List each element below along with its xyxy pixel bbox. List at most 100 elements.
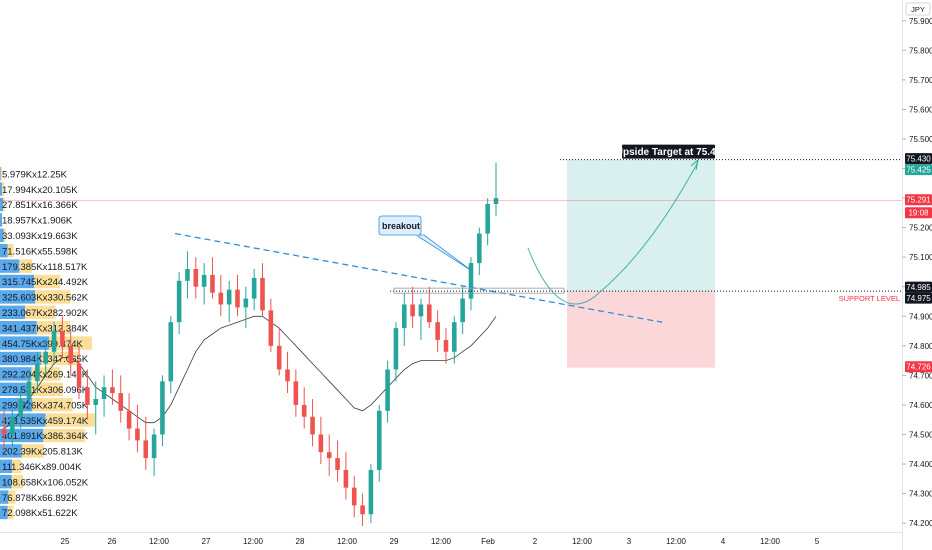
- candle-body-up: [226, 289, 232, 305]
- time-tick-label: 12:00: [337, 537, 358, 546]
- candle-body-down: [210, 274, 215, 293]
- volume-profile-sell-bar: [45, 413, 95, 427]
- currency-text: JPY: [911, 5, 925, 14]
- price-tick-label: 75.200: [909, 224, 932, 233]
- candle-body-up: [160, 381, 165, 435]
- price-tick-label: 74.400: [909, 460, 932, 469]
- candle-body-down: [76, 363, 82, 388]
- candle-body-down: [193, 269, 199, 287]
- candle-body-up: [401, 304, 407, 329]
- candle-body-down: [310, 416, 315, 435]
- price-tag: [905, 281, 932, 293]
- volume-profile-sell-bar: [25, 305, 56, 319]
- countdown-tag: [905, 207, 932, 219]
- upside-target-box: [622, 144, 715, 159]
- volume-profile-label: 108.658Kx106.052K: [2, 477, 89, 488]
- candle-body-down: [260, 277, 265, 311]
- time-tick-label: 5: [815, 537, 820, 546]
- volume-profile-sell-bar: [19, 259, 33, 273]
- volume-profile-sell-bar: [35, 290, 71, 304]
- price-tick-label: 75.900: [909, 17, 932, 26]
- projected-path-curve: [527, 161, 699, 305]
- volume-profile-label: 278.531Kx306.096K: [2, 385, 89, 396]
- volume-profile-buy-bar: [0, 367, 32, 381]
- candle-body-down: [1, 428, 7, 435]
- candle-body-up: [43, 351, 48, 364]
- volume-profile-buy-bar: [0, 321, 37, 335]
- candle-body-up: [35, 363, 40, 382]
- volume-profile-buy-bar: [0, 213, 3, 227]
- volume-profile-label: 76.878Kx66.892K: [2, 493, 78, 504]
- time-tick-label: 3: [627, 537, 632, 546]
- candle-body-up: [101, 387, 107, 400]
- volume-profile-buy-bar: [0, 490, 9, 504]
- volume-profile-buy-bar: [0, 274, 34, 289]
- volume-profile-sell-bar: [0, 167, 2, 181]
- support-band: [393, 287, 565, 294]
- candle-body-up: [26, 381, 32, 400]
- candle-body-up: [18, 399, 23, 417]
- price-tag-label: 74.985: [906, 283, 931, 292]
- time-tick-label: 26: [108, 537, 117, 546]
- volume-profile-buy-bar: [0, 382, 30, 396]
- time-tick-label: 12:00: [666, 537, 687, 546]
- candle-body-up: [468, 263, 474, 299]
- price-tag: [905, 361, 932, 373]
- time-tick-label: 29: [390, 537, 399, 546]
- candle-body-down: [218, 292, 224, 305]
- candle-body-down: [443, 339, 449, 352]
- candle-body-down: [343, 469, 349, 488]
- time-tick-label: 4: [721, 537, 726, 546]
- candle-body-down: [318, 434, 324, 453]
- candle-body-down: [360, 505, 365, 515]
- volume-profile-buy-bar: [0, 182, 2, 196]
- volume-profile-sell-bar: [1, 182, 5, 196]
- volume-profile-label: 5.979Kx12.25K: [2, 169, 68, 180]
- moving-average-path: [3, 315, 497, 429]
- volume-profile-buy-bar: [0, 197, 3, 212]
- volume-profile-sell-bar: [7, 244, 14, 258]
- price-tag-label: 75.430: [906, 155, 931, 164]
- candle-body-up: [176, 280, 182, 323]
- projected-path-arrowhead: [690, 158, 699, 171]
- volume-profile-buy-bar: [0, 475, 12, 489]
- candle-body-down: [143, 440, 149, 459]
- volume-profile-buy-bar: [0, 290, 36, 304]
- candlesticks: [1, 162, 499, 527]
- price-tick-label: 74.500: [909, 430, 932, 439]
- volume-profile-buy-bar: [0, 459, 12, 473]
- candle-body-down: [85, 387, 90, 405]
- candle-body-down: [301, 404, 307, 417]
- price-axis[interactable]: 74.200 74.300 74.400 74.500 74.600 74.700 74.8…: [902, 17, 932, 528]
- volume-profile-sell-bar: [2, 197, 5, 212]
- candle-body-up: [477, 233, 482, 264]
- candle-body-down: [126, 410, 132, 429]
- position-zones: [567, 159, 715, 368]
- price-tag-label: 75.425: [906, 166, 931, 175]
- volume-profile-buy-bar: [0, 228, 4, 242]
- time-tick-label: 25: [61, 537, 70, 546]
- price-tick-label: 74.700: [909, 371, 932, 380]
- volume-profile-sell-bar: [8, 490, 16, 504]
- price-tick-label: 74.200: [909, 519, 932, 528]
- time-tick-label: 12:00: [431, 537, 452, 546]
- time-axis[interactable]: 25 26 12:00 27 12:00 28 12:00 29 12:00 Feb 2 12:00 3…: [61, 537, 820, 546]
- volume-profile-buy-bar: [0, 259, 20, 273]
- time-tick-label: 27: [202, 537, 211, 546]
- candle-body-down: [268, 310, 274, 346]
- volume-profile-buy-bar: [0, 398, 33, 412]
- moving-average-line: [3, 315, 497, 429]
- price-tick-label: 75.100: [909, 253, 932, 262]
- volume-profile-label: 111.346Kx89.004K: [2, 462, 82, 473]
- candle-body-up: [452, 322, 457, 352]
- price-tick-label: 74.300: [909, 490, 932, 499]
- price-tick-label: 74.900: [909, 312, 932, 321]
- candle-body-down: [326, 452, 332, 459]
- price-tick-label: 75.700: [909, 76, 932, 85]
- price-tag: [905, 164, 932, 176]
- candle-body-down: [410, 304, 415, 317]
- time-tick-label: 12:00: [572, 537, 593, 546]
- volume-profile-label: 17.994Kx20.105K: [2, 185, 78, 196]
- time-tick-label: 12:00: [243, 537, 264, 546]
